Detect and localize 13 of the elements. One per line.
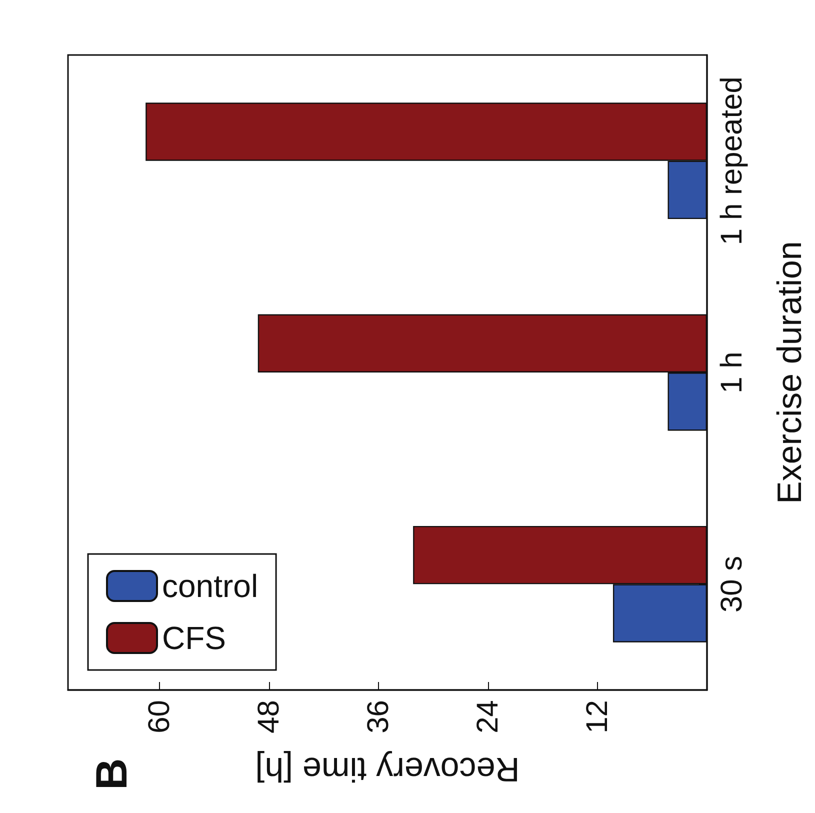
legend-label: CFS [162,620,226,656]
y-tick-label: 30 s [716,556,748,613]
y-tick-label: 1 h repeated [716,76,748,246]
y-tick-label: 1 h [716,352,748,394]
x-tick-label: 60 [142,700,176,734]
text: B [88,758,136,790]
x-tick-label: 24 [471,700,504,734]
x-axis-title: Recovery time [h] [255,750,520,788]
legend-label: control [162,568,258,604]
x-tick-label: 36 [362,700,395,734]
x-tick-label: 48 [252,700,286,734]
x-tick-label: 12 [580,700,614,734]
y-axis-title: Exercise duration [771,241,809,504]
